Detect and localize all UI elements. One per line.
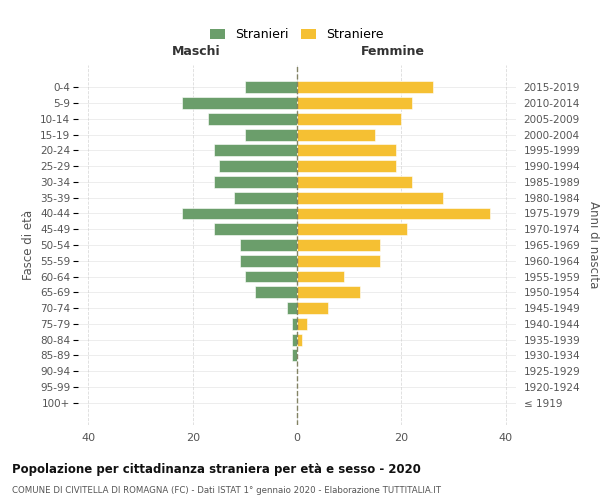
Bar [297,113,401,124]
Bar [297,97,412,109]
Bar [239,239,297,251]
Bar [297,128,375,140]
Bar [297,334,302,345]
Bar [239,255,297,266]
Bar [235,192,297,203]
Bar [297,208,490,220]
Bar [297,239,380,251]
Text: Femmine: Femmine [361,45,425,58]
Bar [182,208,297,220]
Bar [245,82,297,93]
Bar [297,176,412,188]
Bar [255,286,297,298]
Bar [297,144,396,156]
Bar [219,160,297,172]
Bar [245,128,297,140]
Bar [297,160,396,172]
Bar [297,286,359,298]
Text: Maschi: Maschi [172,45,221,58]
Bar [297,318,307,330]
Legend: Stranieri, Straniere: Stranieri, Straniere [210,28,384,41]
Bar [297,255,380,266]
Text: COMUNE DI CIVITELLA DI ROMAGNA (FC) - Dati ISTAT 1° gennaio 2020 - Elaborazione : COMUNE DI CIVITELLA DI ROMAGNA (FC) - Da… [12,486,441,495]
Bar [292,334,297,345]
Bar [297,224,407,235]
Bar [182,97,297,109]
Bar [214,176,297,188]
Y-axis label: Fasce di età: Fasce di età [22,210,35,280]
Bar [245,270,297,282]
Bar [214,144,297,156]
Bar [297,270,344,282]
Bar [297,82,433,93]
Bar [292,318,297,330]
Bar [287,302,297,314]
Bar [292,350,297,362]
Y-axis label: Anni di nascita: Anni di nascita [587,202,600,288]
Bar [297,192,443,203]
Bar [214,224,297,235]
Bar [297,302,328,314]
Bar [208,113,297,124]
Text: Popolazione per cittadinanza straniera per età e sesso - 2020: Popolazione per cittadinanza straniera p… [12,462,421,475]
